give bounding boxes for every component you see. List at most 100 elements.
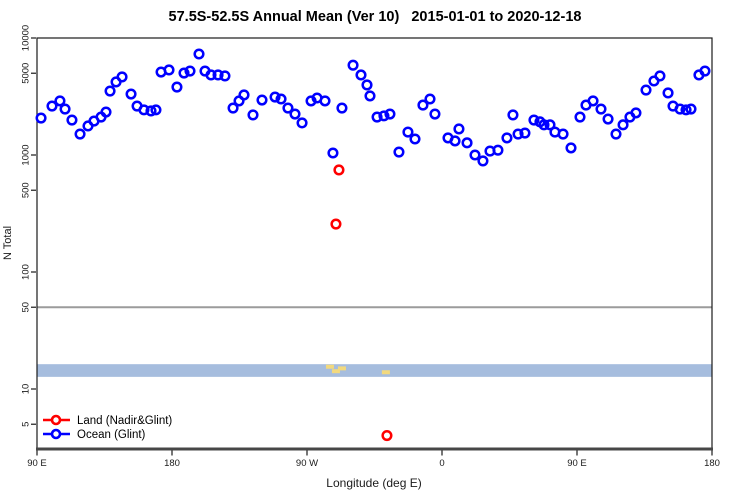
x-tick-label: 90 E: [27, 458, 47, 469]
ocean-point: [595, 103, 607, 115]
y-tick-label: 1000: [20, 144, 31, 165]
ocean-point: [674, 103, 686, 115]
x-tick-label: 90 E: [567, 458, 587, 469]
ocean-point: [461, 137, 473, 149]
ocean-point: [46, 100, 58, 112]
ocean-point: [100, 106, 112, 118]
ocean-point: [289, 108, 301, 120]
y-tick-label: 10: [20, 384, 31, 395]
legend-label: Ocean (Glint): [77, 429, 146, 441]
legend-marker: [50, 414, 62, 426]
ocean-point: [469, 149, 481, 161]
ocean-point: [66, 114, 78, 126]
x-tick-label: 90 W: [296, 458, 318, 469]
ocean-point: [544, 119, 556, 131]
ocean-point: [247, 109, 259, 121]
ocean-point: [178, 67, 190, 79]
ocean-point: [680, 104, 692, 116]
ocean-point: [424, 93, 436, 105]
ocean-point: [347, 59, 359, 71]
ocean-point: [319, 95, 331, 107]
ocean-point: [699, 65, 711, 77]
ocean-point: [59, 103, 71, 115]
ocean-point: [219, 70, 231, 82]
legend-marker: [50, 428, 62, 440]
ocean-point: [402, 126, 414, 138]
y-tick-label: 10000: [20, 25, 31, 51]
ocean-point: [364, 90, 376, 102]
ocean-point: [378, 110, 390, 122]
ocean-point: [227, 102, 239, 114]
ocean-point: [371, 111, 383, 123]
ocean-point: [269, 91, 281, 103]
ocean-point: [654, 70, 666, 82]
ocean-point: [296, 117, 308, 129]
ocean-point: [557, 128, 569, 140]
ocean-point: [163, 64, 175, 76]
ocean-point: [355, 69, 367, 81]
ocean-point: [138, 104, 150, 116]
highlight-mark: [325, 364, 334, 369]
plot-box: [36, 37, 713, 450]
ocean-point: [361, 79, 373, 91]
ocean-point: [507, 109, 519, 121]
ocean-point: [685, 103, 697, 115]
ocean-point: [449, 135, 461, 147]
ocean-point: [184, 65, 196, 77]
ocean-point: [145, 105, 157, 117]
highlight-mark: [381, 370, 390, 375]
ocean-point: [662, 87, 674, 99]
y-tick-label: 100: [20, 264, 31, 280]
ocean-point: [492, 144, 504, 156]
ocean-point: [193, 48, 205, 60]
ocean-point: [150, 104, 162, 116]
ocean-point: [538, 119, 550, 131]
ocean-point: [574, 111, 586, 123]
ocean-point: [417, 99, 429, 111]
ocean-point: [409, 133, 421, 145]
ocean-point: [393, 146, 405, 158]
x-tick-label: 180: [704, 458, 720, 469]
ocean-point: [587, 95, 599, 107]
ocean-point: [610, 128, 622, 140]
highlight-mark: [331, 369, 340, 374]
ocean-point: [602, 113, 614, 125]
ocean-point: [617, 119, 629, 131]
ocean-point: [512, 128, 524, 140]
ocean-point: [282, 102, 294, 114]
ocean-point: [501, 132, 513, 144]
ocean-point: [54, 95, 66, 107]
land-point: [333, 164, 345, 176]
ocean-point: [116, 71, 128, 83]
ocean-point: [205, 69, 217, 81]
y-tick-label: 5: [20, 422, 31, 427]
ocean-point: [565, 142, 577, 154]
ocean-point: [256, 94, 268, 106]
ocean-point: [429, 108, 441, 120]
ocean-point: [74, 128, 86, 140]
ocean-point: [212, 69, 224, 81]
ocean-point: [630, 107, 642, 119]
ocean-point: [125, 88, 137, 100]
ocean-point: [275, 93, 287, 105]
ocean-point: [640, 84, 652, 96]
threshold-band: [37, 364, 712, 377]
highlight-mark: [337, 366, 346, 371]
legend-label: Land (Nadir&Glint): [77, 415, 172, 427]
ocean-point: [104, 85, 116, 97]
ocean-point: [519, 127, 531, 139]
ocean-point: [528, 114, 540, 126]
y-axis-title: N Total: [2, 226, 14, 260]
y-tick-label: 50: [20, 302, 31, 313]
x-tick-label: 180: [164, 458, 180, 469]
land-point: [381, 430, 393, 442]
ocean-point: [238, 89, 250, 101]
ocean-point: [384, 108, 396, 120]
x-axis-title: Longitude (deg E): [326, 476, 421, 490]
x-tick-label: 0: [439, 458, 444, 469]
ocean-point: [336, 102, 348, 114]
ocean-point: [35, 112, 47, 124]
y-tick-label: 500: [20, 182, 31, 198]
